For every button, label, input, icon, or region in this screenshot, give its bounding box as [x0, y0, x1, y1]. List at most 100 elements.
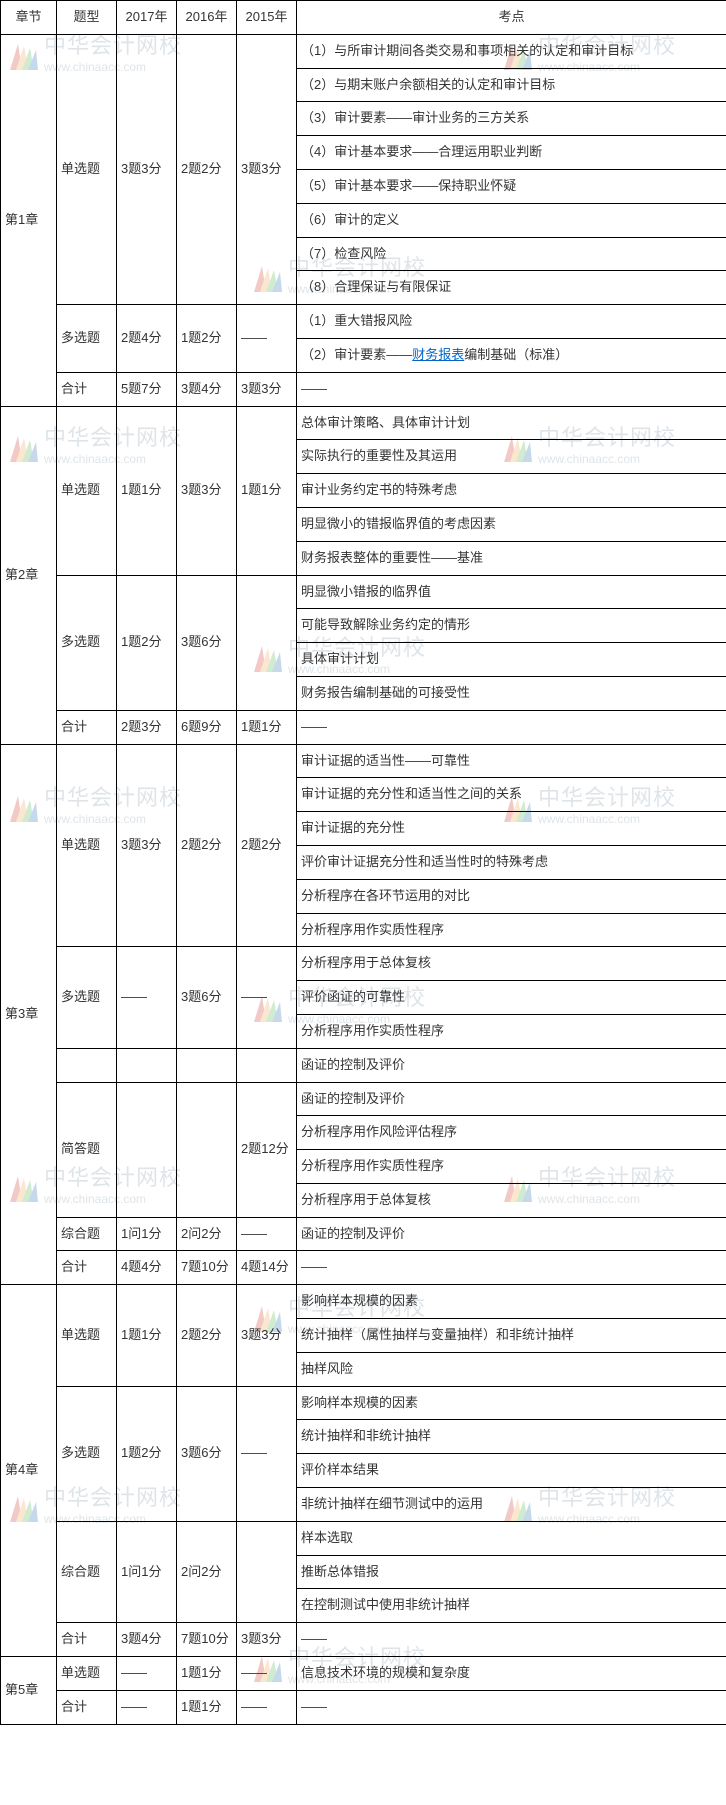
exam-point-cell: （7）检查风险: [297, 237, 726, 271]
exam-point-cell: 分析程序用作实质性程序: [297, 1150, 726, 1184]
table-row: 第3章单选题3题3分2题2分2题2分审计证据的适当性——可靠性: [1, 744, 726, 778]
question-type-cell: 单选题: [57, 34, 117, 304]
exam-point-cell: 影响样本规模的因素: [297, 1386, 726, 1420]
exam-point-cell: 统计抽样（属性抽样与变量抽样）和非统计抽样: [297, 1319, 726, 1353]
year-2015-cell: 1题1分: [237, 406, 297, 575]
question-type-cell: 单选题: [57, 744, 117, 947]
exam-point-cell: 推断总体错报: [297, 1555, 726, 1589]
table-row: 第5章单选题——1题1分——信息技术环境的规模和复杂度: [1, 1657, 726, 1691]
question-type-cell: 综合题: [57, 1521, 117, 1622]
exam-point-cell: ——: [297, 1690, 726, 1724]
year-2016-cell: 2题2分: [177, 34, 237, 304]
year-2017-cell: ——: [117, 947, 177, 1048]
exam-point-cell: 函证的控制及评价: [297, 1048, 726, 1082]
year-2016-cell: 2问2分: [177, 1521, 237, 1622]
table-header-row: 章节题型2017年2016年2015年考点: [1, 1, 726, 35]
year-2015-cell: ——: [237, 1386, 297, 1521]
year-2016-cell: 3题6分: [177, 575, 237, 710]
table-row: 合计3题4分7题10分3题3分——: [1, 1623, 726, 1657]
chapter-cell: 第1章: [1, 34, 57, 406]
year-2017-cell: [117, 1082, 177, 1217]
exam-point-cell: 分析程序用作风险评估程序: [297, 1116, 726, 1150]
table-body: 第1章单选题3题3分2题2分3题3分（1）与所审计期间各类交易和事项相关的认定和…: [1, 34, 726, 1724]
year-2015-cell: 3题3分: [237, 1285, 297, 1386]
year-2016-cell: 2问2分: [177, 1217, 237, 1251]
table-row: 多选题1题2分3题6分——影响样本规模的因素: [1, 1386, 726, 1420]
exam-point-cell: 统计抽样和非统计抽样: [297, 1420, 726, 1454]
exam-point-cell: 具体审计计划: [297, 643, 726, 677]
exam-point-cell: 影响样本规模的因素: [297, 1285, 726, 1319]
text-post: 编制基础（标准）: [464, 347, 568, 362]
question-type-cell: 合计: [57, 1623, 117, 1657]
exam-point-cell: 审计证据的适当性——可靠性: [297, 744, 726, 778]
question-type-cell: [57, 1048, 117, 1082]
year-2016-cell: [177, 1048, 237, 1082]
question-type-cell: 合计: [57, 1251, 117, 1285]
exam-point-cell: 信息技术环境的规模和复杂度: [297, 1657, 726, 1691]
year-2017-cell: ——: [117, 1690, 177, 1724]
year-2017-cell: 3题3分: [117, 34, 177, 304]
year-2017-cell: 1问1分: [117, 1521, 177, 1622]
year-2017-cell: [117, 1048, 177, 1082]
table-row: 合计5题7分3题4分3题3分——: [1, 372, 726, 406]
year-2015-cell: 3题3分: [237, 1623, 297, 1657]
exam-point-cell: （1）与所审计期间各类交易和事项相关的认定和审计目标: [297, 34, 726, 68]
year-2017-cell: 1题1分: [117, 406, 177, 575]
exam-point-cell: 函证的控制及评价: [297, 1217, 726, 1251]
year-2016-cell: 3题3分: [177, 406, 237, 575]
text-pre: （2）审计要素——: [301, 347, 412, 362]
exam-point-cell: 财务报告编制基础的可接受性: [297, 676, 726, 710]
exam-point-cell: 明显微小的错报临界值的考虑因素: [297, 507, 726, 541]
exam-point-cell: 评价审计证据充分性和适当性时的特殊考虑: [297, 845, 726, 879]
table-row: 第2章单选题1题1分3题3分1题1分总体审计策略、具体审计计划: [1, 406, 726, 440]
column-header: 2016年: [177, 1, 237, 35]
question-type-cell: 综合题: [57, 1217, 117, 1251]
exam-point-cell: （4）审计基本要求——合理运用职业判断: [297, 136, 726, 170]
exam-point-cell: 总体审计策略、具体审计计划: [297, 406, 726, 440]
year-2016-cell: 1题1分: [177, 1690, 237, 1724]
table-row: 第1章单选题3题3分2题2分3题3分（1）与所审计期间各类交易和事项相关的认定和…: [1, 34, 726, 68]
year-2015-cell: ——: [237, 947, 297, 1048]
exam-point-cell: 分析程序用作实质性程序: [297, 913, 726, 947]
exam-point-cell: ——: [297, 710, 726, 744]
table-row: 函证的控制及评价: [1, 1048, 726, 1082]
question-type-cell: 多选题: [57, 1386, 117, 1521]
exam-point-cell: 非统计抽样在细节测试中的运用: [297, 1488, 726, 1522]
question-type-cell: 简答题: [57, 1082, 117, 1217]
year-2017-cell: 2题3分: [117, 710, 177, 744]
exam-point-cell: （2）审计要素——财务报表编制基础（标准）: [297, 338, 726, 372]
year-2015-cell: [237, 575, 297, 710]
year-2017-cell: 4题4分: [117, 1251, 177, 1285]
year-2017-cell: 3题3分: [117, 744, 177, 947]
exam-point-cell: 分析程序用作实质性程序: [297, 1014, 726, 1048]
year-2016-cell: 6题9分: [177, 710, 237, 744]
year-2015-cell: ——: [237, 305, 297, 373]
exam-point-cell: 分析程序在各环节运用的对比: [297, 879, 726, 913]
exam-point-cell: 可能导致解除业务约定的情形: [297, 609, 726, 643]
column-header: 考点: [297, 1, 726, 35]
year-2015-cell: ——: [237, 1690, 297, 1724]
year-2016-cell: 1题1分: [177, 1657, 237, 1691]
exam-point-cell: （8）合理保证与有限保证: [297, 271, 726, 305]
column-header: 2015年: [237, 1, 297, 35]
table-row: 多选题1题2分3题6分明显微小错报的临界值: [1, 575, 726, 609]
exam-point-cell: 评价函证的可靠性: [297, 981, 726, 1015]
table-row: 简答题2题12分函证的控制及评价: [1, 1082, 726, 1116]
exam-point-cell: ——: [297, 1251, 726, 1285]
exam-point-cell: 审计证据的充分性: [297, 812, 726, 846]
question-type-cell: 单选题: [57, 1657, 117, 1691]
table-row: 综合题1问1分2问2分样本选取: [1, 1521, 726, 1555]
financial-report-link[interactable]: 财务报表: [412, 347, 464, 362]
table-row: 合计4题4分7题10分4题14分——: [1, 1251, 726, 1285]
exam-point-cell: 样本选取: [297, 1521, 726, 1555]
exam-point-cell: 抽样风险: [297, 1352, 726, 1386]
year-2016-cell: 3题6分: [177, 947, 237, 1048]
year-2016-cell: 7题10分: [177, 1251, 237, 1285]
year-2015-cell: ——: [237, 1217, 297, 1251]
year-2016-cell: 7题10分: [177, 1623, 237, 1657]
chapter-cell: 第4章: [1, 1285, 57, 1657]
chapter-cell: 第2章: [1, 406, 57, 744]
year-2017-cell: 2题4分: [117, 305, 177, 373]
year-2017-cell: 1问1分: [117, 1217, 177, 1251]
table-row: 合计——1题1分————: [1, 1690, 726, 1724]
